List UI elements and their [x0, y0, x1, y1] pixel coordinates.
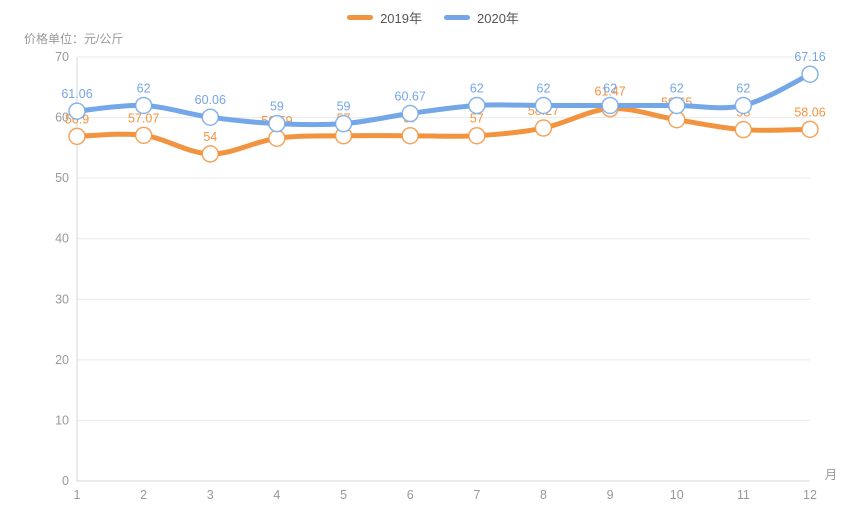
data-point-marker-2020年-5[interactable] [334, 114, 353, 133]
data-point-marker-2019年-3[interactable] [201, 145, 220, 163]
x-tick-label: 8 [540, 488, 547, 502]
data-point-marker-2019年-2[interactable] [134, 126, 153, 145]
y-tick-label: 10 [55, 413, 69, 427]
data-point-label-2020年-5: 59 [337, 100, 351, 114]
x-tick-label: 11 [737, 488, 750, 502]
data-point-marker-2019年-7[interactable] [468, 126, 486, 145]
data-point-marker-2020年-4[interactable] [268, 114, 286, 133]
data-point-marker-2020年-9[interactable] [601, 96, 619, 115]
x-tick-label: 4 [273, 488, 280, 502]
x-tick-label: 10 [670, 488, 684, 502]
y-tick-label: 30 [55, 292, 69, 306]
data-point-marker-2020年-7[interactable] [468, 96, 486, 115]
data-point-marker-2019年-6[interactable] [401, 126, 419, 145]
legend-item-2019[interactable]: 2019年 [347, 8, 422, 27]
y-tick-label: 20 [55, 353, 69, 367]
data-point-marker-2020年-11[interactable] [734, 96, 753, 115]
data-point-marker-2020年-2[interactable] [134, 96, 153, 115]
x-tick-label: 1 [74, 488, 81, 502]
data-point-marker-2019年-12[interactable] [801, 120, 819, 139]
data-point-label-2020年-4: 59 [270, 100, 284, 114]
x-tick-label: 6 [407, 488, 414, 502]
x-tick-label: 2 [140, 488, 147, 502]
data-point-marker-2020年-1[interactable] [68, 102, 86, 120]
x-tick-label: 5 [340, 488, 347, 502]
y-tick-label: 50 [55, 171, 69, 185]
legend-label-2020: 2020年 [477, 11, 519, 26]
y-tick-label: 70 [55, 50, 69, 64]
data-point-label-2019年-7: 57 [470, 112, 484, 126]
data-point-marker-2019年-4[interactable] [268, 129, 286, 147]
data-point-label-2020年-12: 67.16 [794, 50, 825, 64]
data-point-marker-2020年-8[interactable] [534, 96, 553, 115]
x-tick-label: 7 [473, 488, 480, 502]
x-tick-label: 3 [207, 488, 214, 502]
y-tick-label: 0 [62, 474, 69, 488]
data-point-marker-2020年-3[interactable] [201, 108, 220, 126]
data-point-label-2020年-3: 60.06 [195, 93, 226, 107]
y-tick-label: 60 [55, 111, 69, 125]
data-point-marker-2020年-6[interactable] [401, 104, 419, 123]
data-point-label-2020年-2: 62 [137, 81, 151, 95]
data-point-label-2020年-1: 61.06 [61, 87, 92, 101]
data-point-marker-2019年-1[interactable] [68, 127, 86, 146]
data-point-marker-2019年-8[interactable] [534, 119, 553, 137]
data-point-marker-2020年-10[interactable] [667, 96, 686, 115]
legend-item-2020[interactable]: 2020年 [444, 8, 519, 27]
legend-line-swatch-2019 [347, 15, 374, 20]
data-point-label-2020年-11: 62 [736, 81, 750, 95]
x-tick-label: 9 [607, 488, 614, 502]
data-point-marker-2020年-12[interactable] [801, 65, 819, 83]
data-point-label-2019年-12: 58.06 [794, 105, 825, 119]
legend-line-swatch-2020 [444, 15, 470, 20]
data-point-label-2019年-2: 57.07 [128, 111, 159, 125]
data-point-marker-2019年-11[interactable] [734, 120, 753, 139]
y-axis-unit-label: 价格单位：元/公斤 [24, 32, 124, 46]
data-point-label-2019年-3: 54 [203, 130, 217, 144]
data-point-label-2020年-10: 62 [670, 81, 684, 95]
x-tick-label: 12 [803, 488, 817, 502]
chart-legend: 2019年 2020年 [0, 8, 866, 27]
data-point-label-2020年-7: 62 [470, 81, 484, 95]
y-tick-label: 40 [55, 232, 69, 246]
x-axis-name-label: 月 [825, 468, 838, 482]
data-point-label-2020年-6: 60.67 [395, 90, 426, 104]
data-point-label-2020年-8: 62 [537, 81, 551, 95]
data-point-label-2019年-9: 61.47 [594, 85, 625, 99]
legend-label-2019: 2019年 [380, 11, 422, 26]
data-point-label-2020年-9: 62 [603, 81, 617, 95]
